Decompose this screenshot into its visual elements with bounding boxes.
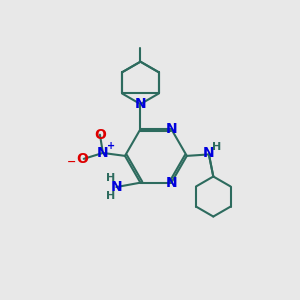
Text: H: H (106, 191, 115, 201)
Text: H: H (106, 173, 115, 183)
Text: H: H (212, 142, 221, 152)
Text: O: O (76, 152, 88, 166)
Text: N: N (97, 146, 109, 160)
Text: N: N (110, 180, 122, 194)
Text: N: N (203, 146, 215, 160)
Text: N: N (166, 176, 177, 190)
Text: N: N (135, 97, 146, 111)
Text: −: − (67, 157, 76, 167)
Text: +: + (107, 141, 115, 151)
Text: O: O (94, 128, 106, 142)
Text: N: N (166, 122, 177, 136)
